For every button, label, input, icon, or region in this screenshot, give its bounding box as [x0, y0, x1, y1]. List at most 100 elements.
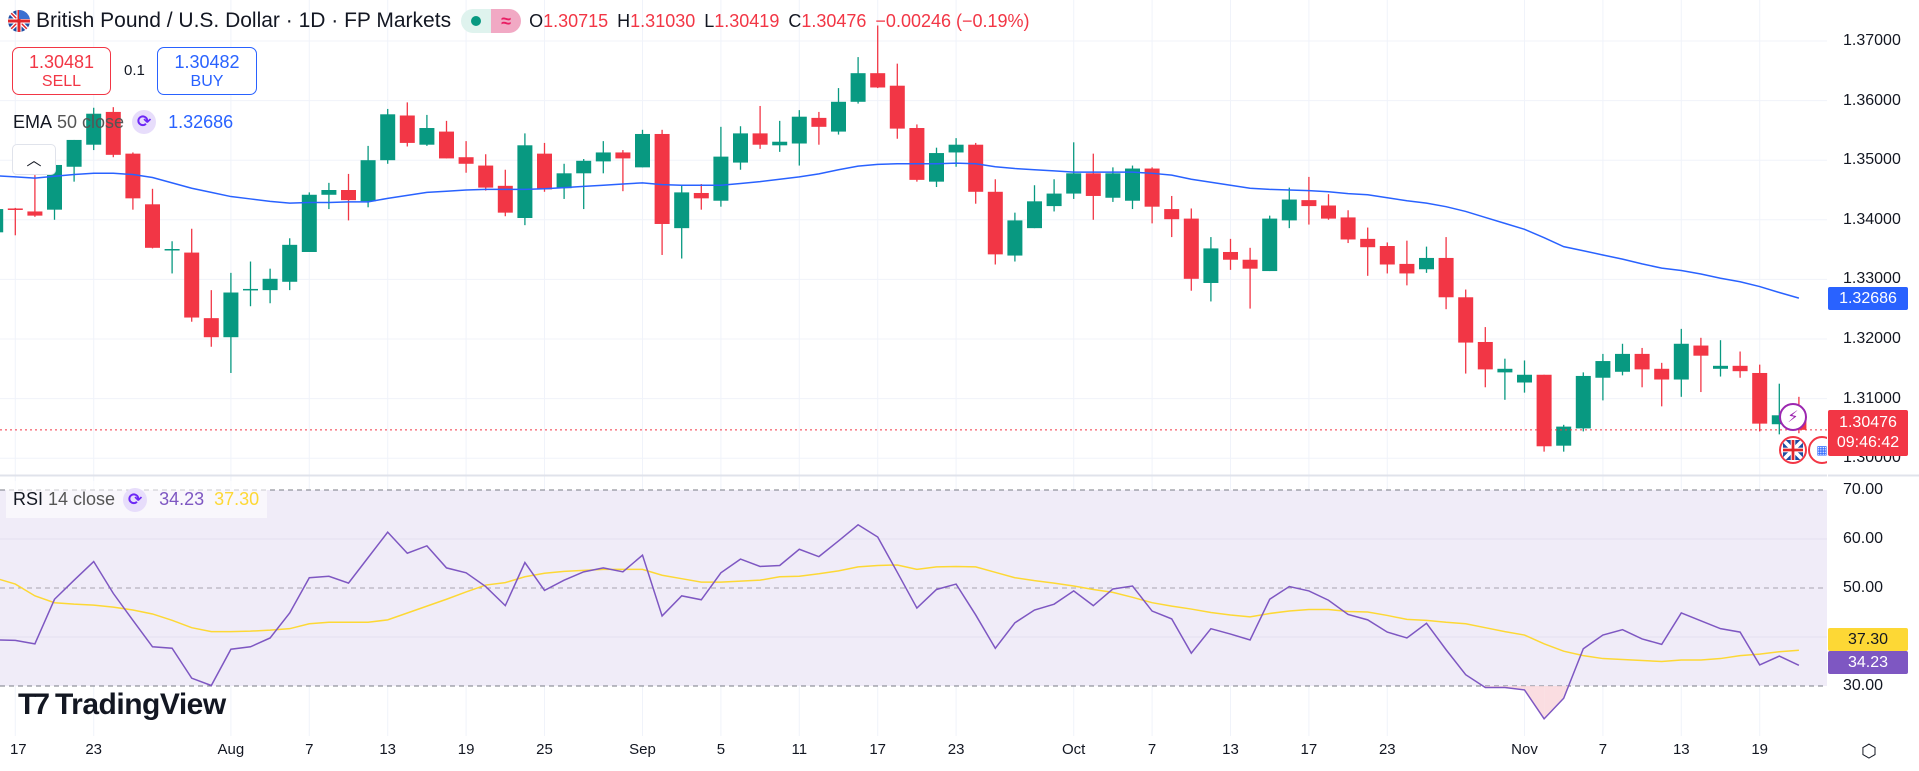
- sell-price: 1.30481: [28, 52, 95, 72]
- ema-line: [0, 162, 1800, 299]
- candle: [772, 120, 788, 152]
- sell-button[interactable]: 1.30481 SELL: [12, 47, 111, 95]
- close-value: 1.30476: [801, 10, 867, 31]
- candle-body: [556, 173, 572, 189]
- candle-body: [203, 318, 219, 338]
- candle-body: [1419, 257, 1434, 270]
- rsi-tick-label: 70.00: [1843, 481, 1884, 498]
- candle-body: [576, 160, 592, 174]
- candle: [1360, 227, 1376, 276]
- tradingview-logo-icon: T7: [18, 688, 50, 721]
- candle-body: [27, 211, 43, 216]
- quantity[interactable]: 0.1: [124, 62, 145, 79]
- candle: [203, 290, 219, 347]
- refresh-icon[interactable]: ⟳: [132, 110, 157, 134]
- candle: [321, 182, 337, 210]
- axis-settings-eye-icon[interactable]: ⬡: [1861, 741, 1877, 761]
- open-label: O: [529, 10, 544, 31]
- lightning-event-icon[interactable]: ⚡: [1779, 403, 1807, 431]
- candle: [243, 261, 258, 307]
- candle: [1340, 210, 1356, 244]
- candle-body: [1713, 365, 1728, 369]
- candle: [458, 141, 474, 173]
- symbol-title[interactable]: British Pound / U.S. Dollar · 1D · FP Ma…: [36, 9, 452, 32]
- candle-body: [733, 133, 748, 163]
- candle-body: [1085, 173, 1101, 196]
- candle-body: [399, 115, 415, 143]
- open-value: 1.30715: [543, 10, 609, 31]
- candle-body: [439, 131, 454, 159]
- rsi-legend[interactable]: RSI 14 close ⟳ 34.23 37.30: [6, 481, 268, 518]
- ema-legend[interactable]: EMA 50 close ⟳ 1.32686: [13, 109, 233, 135]
- candle: [1027, 185, 1042, 229]
- collapse-legend-button[interactable]: ︿: [12, 144, 56, 175]
- rsi-args: 14 close: [48, 489, 116, 509]
- candle: [948, 138, 964, 167]
- candle-body: [86, 113, 102, 145]
- candle-body: [478, 165, 494, 188]
- candle: [86, 107, 102, 151]
- candle-body: [7, 208, 23, 210]
- candle-body: [1046, 193, 1062, 207]
- rsi-tick-label: 60.00: [1843, 530, 1884, 547]
- candle-body: [615, 152, 631, 159]
- candle: [987, 179, 1003, 265]
- candle: [184, 228, 200, 322]
- candle-body: [184, 252, 200, 318]
- candle: [635, 129, 650, 168]
- candle-body: [321, 190, 337, 195]
- price-tick-label: 1.32000: [1843, 330, 1901, 347]
- approx-equal-icon: ≈: [491, 9, 522, 33]
- candle: [1281, 187, 1297, 229]
- rsi-value: 34.23: [159, 489, 205, 509]
- chevron-up-icon: ︿: [26, 152, 42, 169]
- last-price: 1.30476: [1839, 414, 1897, 431]
- candle: [1752, 364, 1768, 432]
- candle-body: [1399, 263, 1415, 274]
- candle: [1046, 179, 1062, 212]
- low-value: 1.30419: [714, 10, 780, 31]
- candle-body: [1301, 200, 1317, 207]
- candle-body: [968, 144, 984, 192]
- candle-body: [889, 85, 905, 129]
- candle: [889, 63, 905, 139]
- candle-body: [1752, 372, 1768, 424]
- buy-label: BUY: [190, 73, 224, 90]
- candle-body: [537, 153, 552, 190]
- candle: [791, 110, 807, 166]
- us-economic-event-icon[interactable]: ▦: [1808, 436, 1827, 464]
- candle: [360, 145, 376, 208]
- candle-body: [1262, 218, 1278, 272]
- candle-body: [1125, 168, 1140, 201]
- candle: [0, 209, 4, 233]
- price-tick-label: 1.33000: [1843, 270, 1901, 288]
- sell-label: SELL: [41, 73, 82, 90]
- candle-body: [1223, 251, 1238, 260]
- tradingview-wordmark: TradingView: [55, 688, 226, 721]
- rsi-oversold-segment: [1544, 686, 1564, 719]
- candle: [1203, 237, 1219, 302]
- candle: [341, 173, 356, 221]
- candle: [164, 241, 180, 274]
- bar-countdown: 09:46:42: [1836, 434, 1900, 451]
- candle: [1615, 343, 1630, 376]
- buy-button[interactable]: 1.30482 BUY: [157, 47, 257, 95]
- rsi-ma-value: 37.30: [214, 489, 260, 509]
- candle-body: [125, 153, 141, 199]
- candle-body: [635, 133, 650, 168]
- tradingview-logo[interactable]: T7 TradingView: [18, 688, 226, 722]
- candle: [537, 142, 552, 192]
- candle: [654, 129, 670, 255]
- refresh-icon[interactable]: ⟳: [123, 487, 148, 512]
- candle: [1595, 353, 1611, 401]
- uk-economic-event-icon[interactable]: [1779, 436, 1807, 464]
- market-status-pill[interactable]: ≈: [461, 9, 522, 33]
- candle: [1379, 242, 1395, 274]
- candle: [1556, 424, 1572, 452]
- candle: [1713, 340, 1728, 377]
- candle: [1693, 337, 1709, 393]
- candle: [1419, 246, 1434, 273]
- candle-body: [1321, 205, 1336, 219]
- candle-body: [1517, 374, 1532, 383]
